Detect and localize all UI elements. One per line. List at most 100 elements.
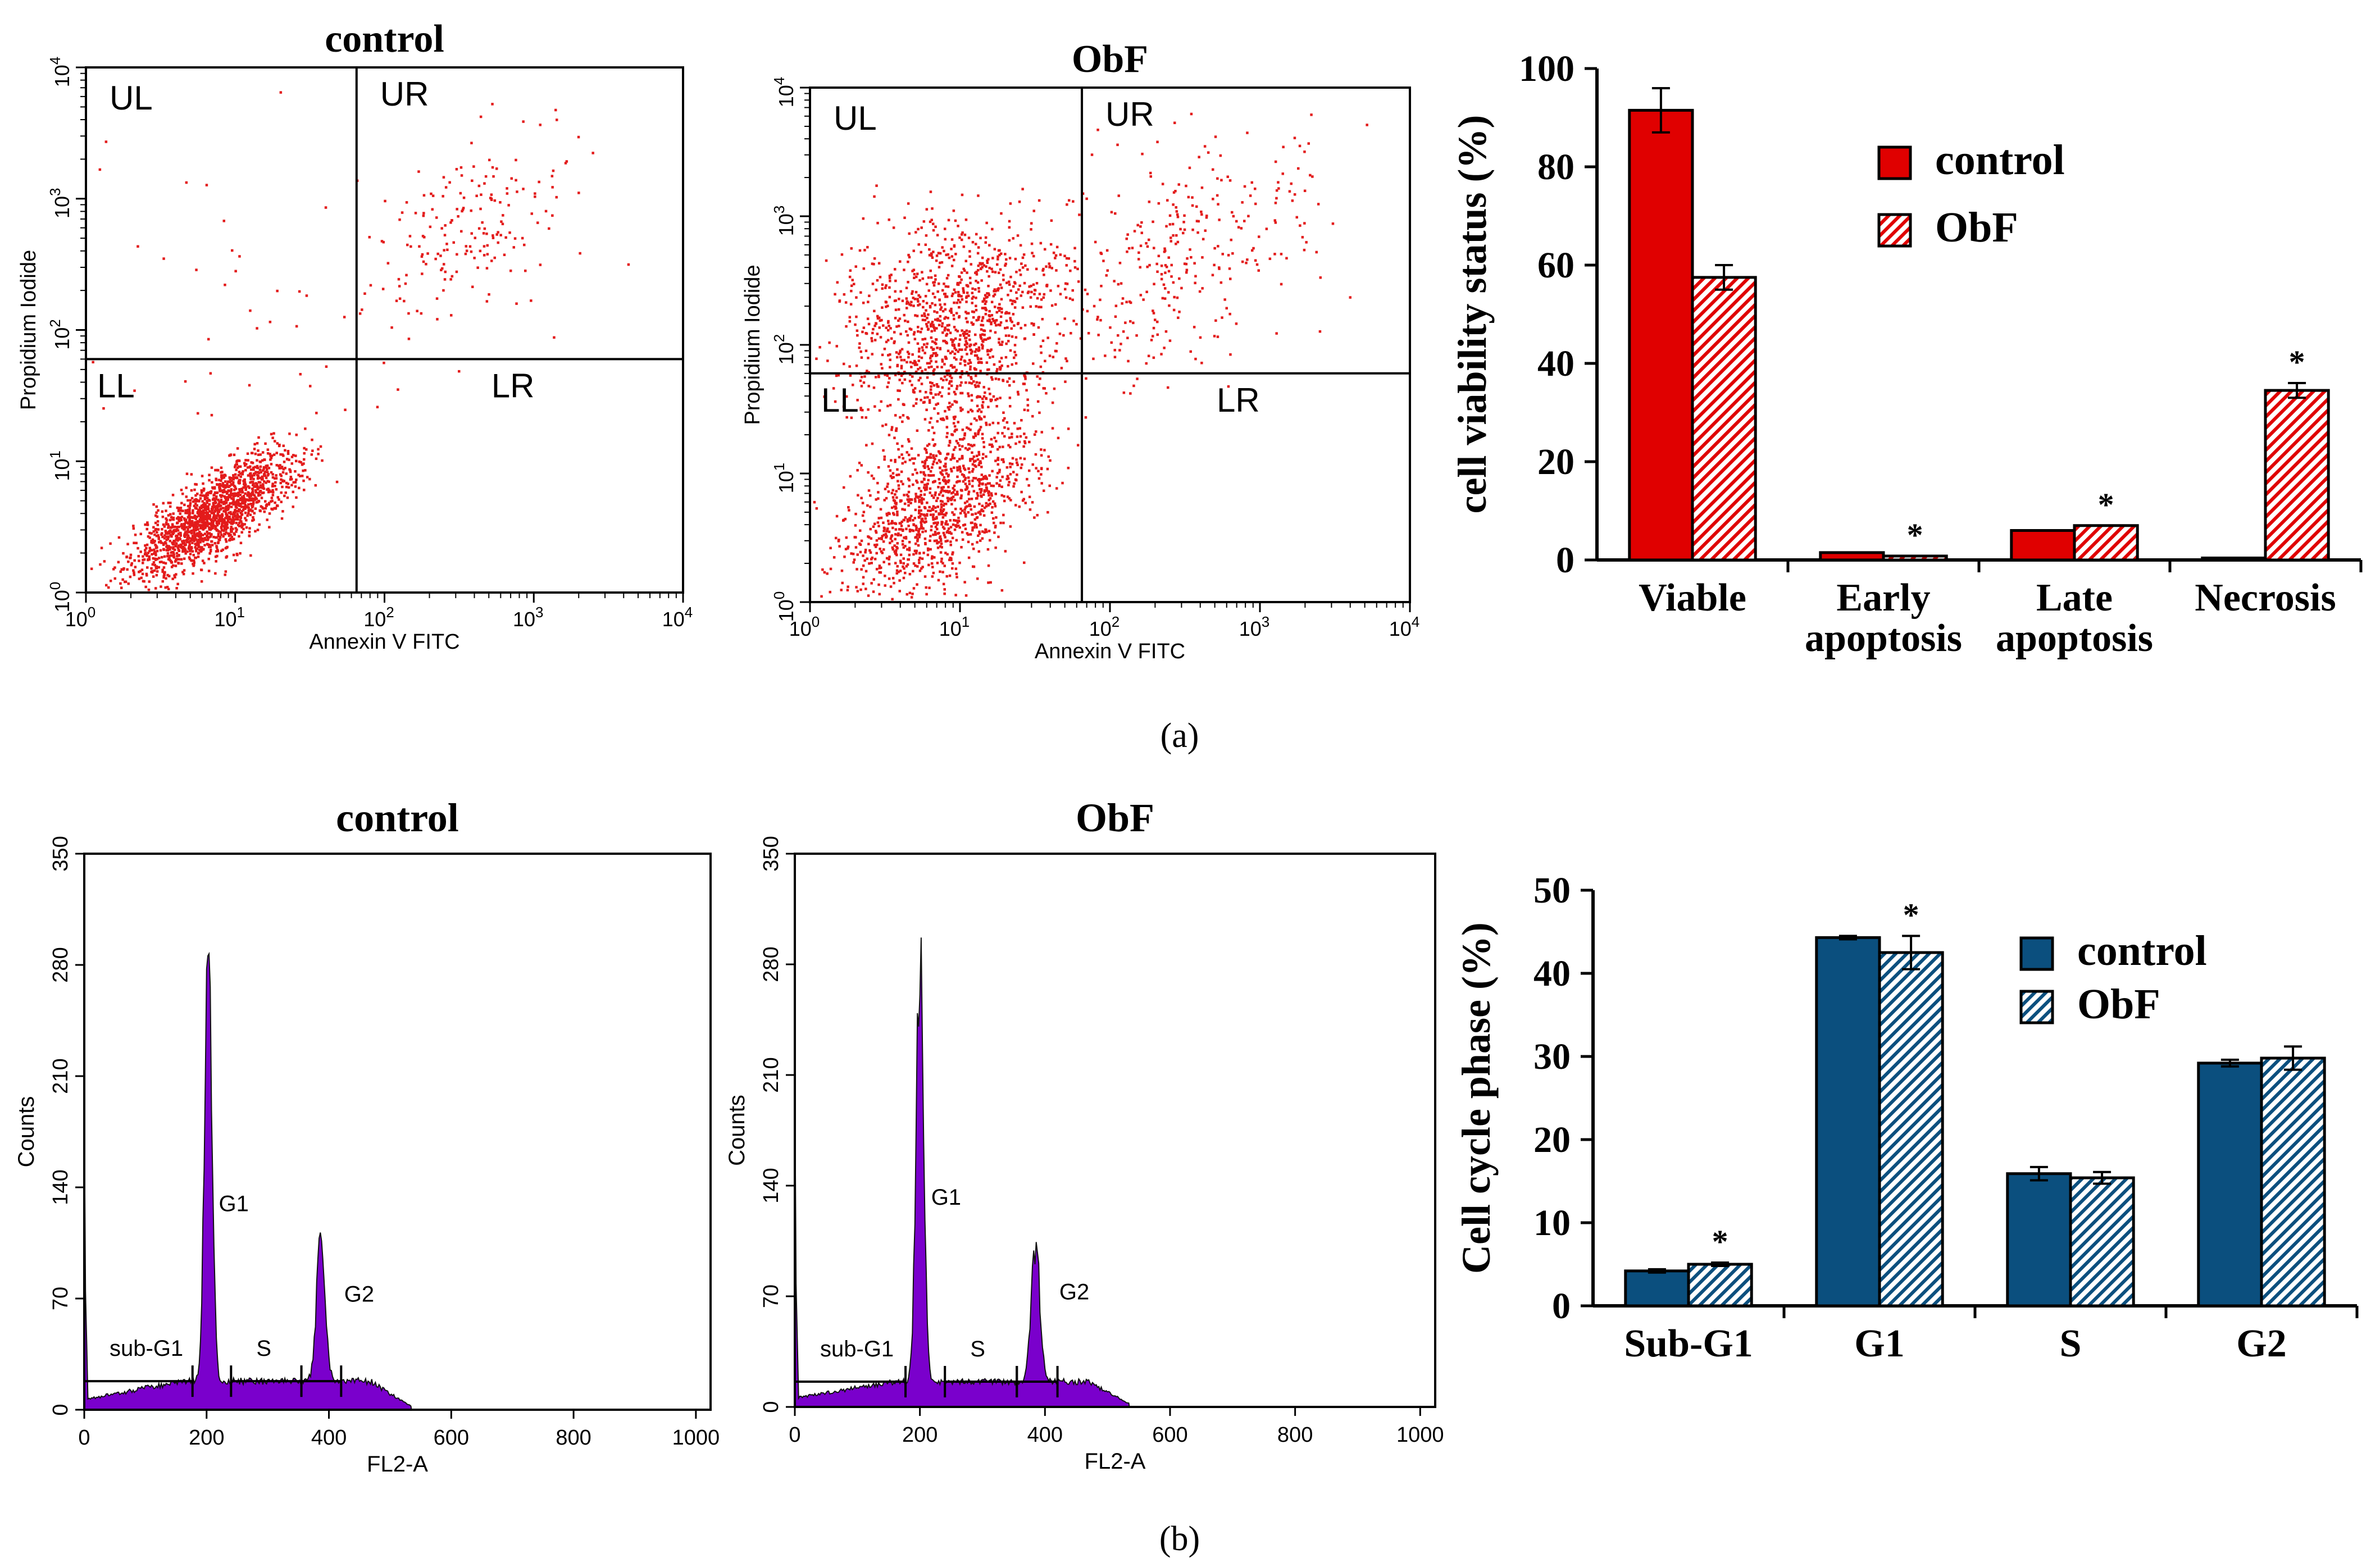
- scatter-point: [1293, 136, 1296, 139]
- scatter-point: [935, 327, 938, 330]
- scatter-point: [188, 507, 191, 509]
- scatter-point: [887, 520, 890, 522]
- scatter-point: [955, 385, 959, 388]
- scatter-point: [882, 521, 885, 524]
- scatter-point: [224, 532, 226, 536]
- scatter-point: [989, 399, 993, 403]
- scatter-point: [204, 508, 207, 512]
- scatter-point: [963, 330, 966, 334]
- scatter-point: [894, 279, 897, 283]
- scatter-point: [1213, 263, 1216, 267]
- scatter-point: [147, 558, 150, 561]
- scatter-point: [929, 357, 932, 359]
- scatter-point: [988, 315, 991, 318]
- scatter-point: [271, 476, 275, 479]
- scatter-point: [1004, 312, 1007, 315]
- scatter-point: [119, 570, 122, 573]
- scatter-point: [940, 503, 943, 506]
- scatter-point: [1185, 262, 1188, 266]
- scatter-point: [267, 480, 271, 483]
- scatter-point: [950, 255, 954, 258]
- scatter-point: [500, 220, 503, 223]
- scatter-point: [181, 542, 184, 545]
- scatter-point: [908, 256, 911, 259]
- scatter-point: [1004, 550, 1007, 553]
- scatter-point: [946, 499, 949, 503]
- scatter-point: [875, 568, 879, 571]
- scatter-point: [153, 563, 156, 567]
- scatter-point: [963, 508, 966, 511]
- scatter-point: [1251, 249, 1254, 252]
- scatter-point: [1024, 377, 1027, 380]
- scatter-point: [938, 513, 940, 516]
- scatter-point: [1066, 359, 1068, 363]
- scatter-point: [981, 300, 984, 303]
- scatter-point: [220, 517, 223, 520]
- scatter-point: [975, 308, 978, 312]
- scatter-point: [175, 542, 178, 545]
- scatter-point: [957, 441, 959, 445]
- scatter-point: [184, 509, 187, 512]
- scatter-point: [1301, 236, 1304, 239]
- scatter-point: [967, 533, 970, 536]
- scatter-point: [201, 525, 204, 528]
- scatter-point: [963, 437, 966, 440]
- scatter-point: [179, 534, 182, 537]
- scatter-point: [868, 536, 871, 539]
- scatter-point: [233, 518, 236, 521]
- scatter-point: [225, 505, 228, 509]
- scatter-point: [977, 450, 980, 454]
- scatter-point: [1303, 189, 1307, 192]
- scatter-point: [201, 500, 204, 503]
- scatter-point: [548, 227, 550, 230]
- scatter-point: [436, 318, 439, 321]
- scatter-point: [219, 517, 221, 520]
- scatter-point: [249, 477, 252, 481]
- scatter-point: [190, 529, 193, 532]
- scatter-point: [990, 300, 994, 303]
- scatter-point: [1099, 298, 1102, 302]
- scatter-point: [977, 316, 980, 319]
- scatter-point: [968, 480, 971, 482]
- scatter-point: [983, 506, 986, 509]
- scatter-point: [206, 499, 208, 503]
- scatter-point: [952, 209, 955, 212]
- scatter-point: [894, 505, 897, 508]
- scatter-point: [1043, 449, 1046, 452]
- scatter-point: [151, 563, 154, 566]
- scatter-point: [258, 468, 262, 471]
- scatter-point: [203, 502, 206, 505]
- scatter-point: [1008, 497, 1011, 500]
- scatter-point: [290, 484, 293, 486]
- scatter-point: [113, 566, 116, 569]
- scatter-point: [247, 485, 250, 488]
- scatter-point: [891, 472, 895, 475]
- scatter-point: [217, 469, 220, 472]
- scatter-point: [967, 476, 970, 479]
- scatter-point: [913, 498, 917, 500]
- scatter-point: [208, 503, 211, 506]
- scatter-point: [860, 568, 863, 571]
- scatter-point: [1075, 323, 1078, 326]
- scatter-point: [261, 469, 264, 472]
- scatter-point: [1288, 190, 1291, 193]
- scatter-point: [907, 301, 910, 304]
- scatter-point: [921, 566, 924, 568]
- scatter-point: [256, 442, 259, 445]
- scatter-point: [230, 497, 233, 500]
- scatter-point: [224, 490, 227, 493]
- scatter-point: [948, 441, 952, 444]
- scatter-point: [407, 338, 411, 340]
- scatter-point: [922, 220, 926, 223]
- scatter-point: [120, 568, 123, 571]
- scatter-point: [174, 560, 177, 563]
- scatter-point: [958, 448, 962, 451]
- scatter-point: [905, 330, 908, 333]
- scatter-point: [190, 546, 193, 549]
- scatter-point: [194, 537, 197, 540]
- scatter-point: [964, 515, 967, 518]
- scatter-point: [1182, 231, 1185, 235]
- scatter-point: [343, 316, 346, 318]
- y-tick-label: 104: [47, 57, 74, 88]
- scatter-point: [1193, 326, 1196, 329]
